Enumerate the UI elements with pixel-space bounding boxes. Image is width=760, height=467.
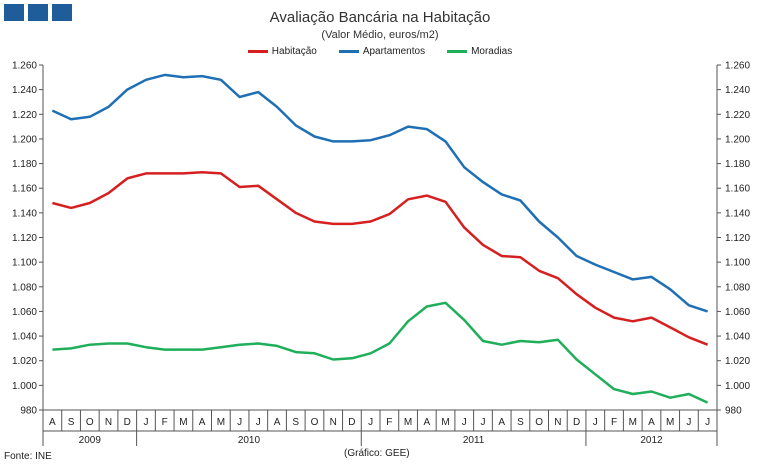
x-tick-label: A [498, 417, 505, 428]
logo [4, 4, 72, 21]
y-tick-label-right: 980 [725, 406, 742, 417]
x-tick-label: O [311, 417, 319, 428]
x-tick-label: J [143, 417, 148, 428]
x-tick-label: F [611, 417, 617, 428]
x-tick-label: A [199, 417, 206, 428]
y-tick-label-left: 1.020 [12, 356, 37, 367]
y-tick-label-right: 1.000 [725, 381, 750, 392]
y-tick-label-left: 1.040 [12, 332, 37, 343]
x-tick-label: S [292, 417, 299, 428]
x-tick-label: D [573, 417, 580, 428]
source-note: Fonte: INE [4, 451, 52, 462]
y-tick-label-left: 1.220 [12, 110, 37, 121]
y-tick-label-right: 1.220 [725, 110, 750, 121]
x-tick-label: M [629, 417, 637, 428]
x-tick-label: J [256, 417, 261, 428]
y-tick-label-left: 1.240 [12, 85, 37, 96]
y-tick-label-right: 1.180 [725, 159, 750, 170]
legend-swatch-apartamentos [338, 50, 359, 53]
x-tick-label: J [705, 417, 710, 428]
chart-subtitle: (Valor Médio, euros/m2) [321, 29, 439, 41]
legend-label-habitacao: Habitação [271, 46, 317, 57]
x-tick-label: S [68, 417, 75, 428]
x-tick-label: F [386, 417, 392, 428]
x-tick-label: M [404, 417, 412, 428]
x-tick-label: S [517, 417, 524, 428]
x-tick-label: A [49, 417, 56, 428]
legend-label-moradias: Moradias [471, 46, 513, 57]
year-label: 2011 [463, 435, 485, 446]
legend-label-apartamentos: Apartamentos [362, 46, 426, 57]
x-tick-label: D [348, 417, 355, 428]
x-tick-label: D [124, 417, 131, 428]
year-label: 2012 [640, 435, 663, 446]
y-tick-label-left: 1.080 [12, 282, 37, 293]
x-tick-label: N [330, 417, 337, 428]
chart-credit: (Gráfico: GEE) [344, 448, 410, 459]
y-tick-label-left: 980 [20, 406, 37, 417]
series-line-apartamentos [51, 73, 708, 313]
x-tick-label: N [554, 417, 561, 428]
x-tick-label: M [217, 417, 225, 428]
chart-title: Avaliação Bancária na Habitação [269, 9, 491, 26]
y-tick-label-right: 1.100 [725, 258, 750, 269]
y-tick-label-left: 1.100 [12, 258, 37, 269]
x-tick-label: A [274, 417, 281, 428]
logo-block [52, 4, 72, 21]
legend-item-habitacao: Habitação [247, 46, 317, 57]
legend-item-moradias: Moradias [447, 46, 512, 57]
y-tick-label-left: 1.120 [12, 233, 37, 244]
x-tick-label: J [368, 417, 373, 428]
series-line-habitao [52, 170, 709, 346]
x-tick-label: A [648, 417, 655, 428]
y-tick-label-right: 1.080 [725, 282, 750, 293]
year-label: 2009 [79, 435, 102, 446]
y-tick-label-right: 1.120 [725, 233, 750, 244]
x-tick-label: J [237, 417, 242, 428]
x-tick-label: J [462, 417, 467, 428]
y-tick-label-right: 1.260 [725, 61, 750, 72]
year-label: 2010 [238, 435, 261, 446]
x-tick-label: A [423, 417, 430, 428]
y-tick-label-right: 1.060 [725, 307, 750, 318]
x-tick-label: M [666, 417, 674, 428]
y-tick-label-left: 1.180 [12, 159, 37, 170]
y-tick-label-left: 1.200 [12, 134, 37, 145]
y-tick-label-left: 1.000 [12, 381, 37, 392]
legend-swatch-habitacao [247, 50, 268, 53]
y-tick-label-right: 1.160 [725, 184, 750, 195]
y-tick-label-right: 1.200 [725, 134, 750, 145]
y-tick-label-right: 1.240 [725, 85, 750, 96]
logo-block [28, 4, 48, 21]
x-tick-label: M [441, 417, 449, 428]
y-tick-label-right: 1.020 [725, 356, 750, 367]
y-tick-label-right: 1.140 [725, 208, 750, 219]
series-line-moradias [52, 301, 709, 404]
legend: Habitação Apartamentos Moradias [0, 46, 760, 57]
x-tick-label: J [593, 417, 598, 428]
x-tick-label: N [105, 417, 112, 428]
y-tick-label-left: 1.260 [12, 61, 37, 72]
legend-swatch-moradias [447, 50, 468, 53]
x-tick-label: M [179, 417, 187, 428]
x-tick-label: J [480, 417, 485, 428]
legend-item-apartamentos: Apartamentos [338, 46, 426, 57]
x-tick-label: F [162, 417, 168, 428]
y-tick-label-left: 1.160 [12, 184, 37, 195]
x-tick-label: O [86, 417, 94, 428]
y-tick-label-left: 1.140 [12, 208, 37, 219]
y-tick-label-left: 1.060 [12, 307, 37, 318]
x-tick-label: O [535, 417, 543, 428]
y-tick-label-right: 1.040 [725, 332, 750, 343]
logo-block [4, 4, 24, 21]
x-tick-label: J [686, 417, 691, 428]
